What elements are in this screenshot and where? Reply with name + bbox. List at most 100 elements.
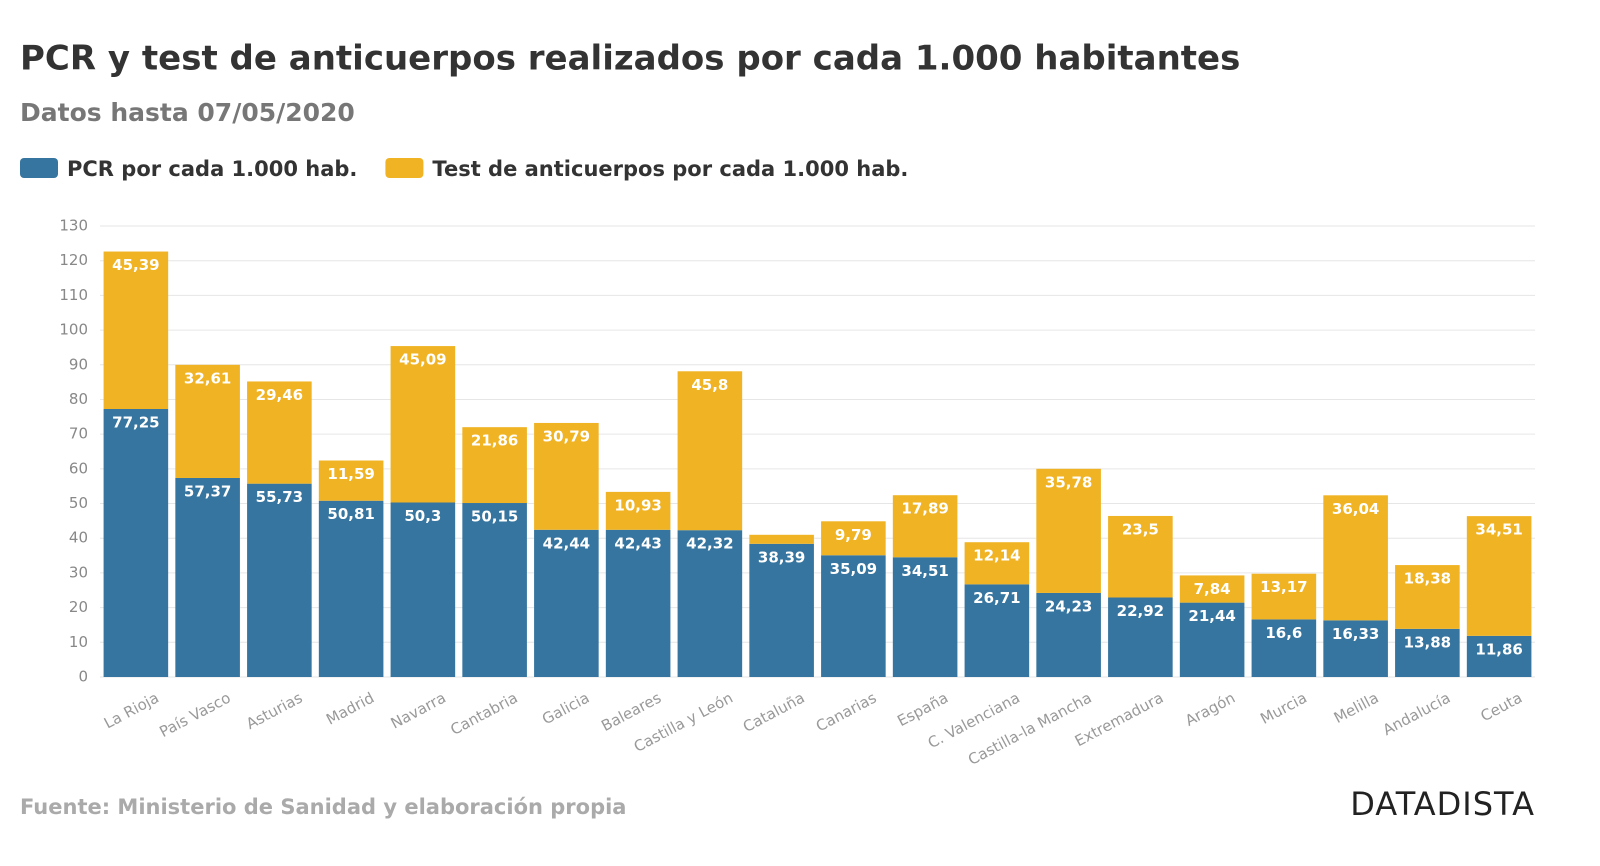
bar-segment [390, 346, 456, 503]
bar-segment [534, 529, 599, 677]
bar-segment [1179, 575, 1245, 603]
bar-segment [1466, 516, 1532, 636]
value-label: 34,51 [901, 562, 948, 580]
bar-segment [462, 503, 527, 677]
bar-segment [821, 521, 886, 556]
value-label: 55,73 [256, 488, 303, 506]
legend-label: PCR por cada 1.000 hab. [67, 157, 357, 181]
legend-swatch [20, 158, 58, 178]
bar-segment [605, 529, 671, 677]
y-tick-label: 50 [69, 494, 88, 512]
bar-segment [964, 584, 1030, 677]
value-label: 9,79 [835, 526, 872, 544]
bar-segment [247, 381, 312, 484]
bar-segment [1395, 628, 1460, 677]
value-label: 57,37 [184, 482, 231, 500]
value-label: 45,09 [399, 351, 446, 369]
value-label: 17,89 [901, 500, 948, 518]
bar-segment [964, 542, 1030, 585]
x-tick-label: Ceuta [1478, 689, 1526, 726]
bar-segment [749, 534, 814, 544]
value-label: 38,39 [758, 548, 805, 566]
bar-segment [534, 422, 599, 530]
bar-segment [1323, 620, 1388, 677]
value-label: 11,86 [1475, 640, 1522, 658]
value-label: 21,86 [471, 432, 518, 450]
x-tick-label: Murcia [1257, 689, 1310, 728]
value-label: 45,8 [691, 376, 728, 394]
y-tick-label: 40 [69, 529, 88, 547]
legend-label: Test de anticuerpos por cada 1.000 hab. [432, 157, 908, 181]
bar-segment [390, 502, 456, 677]
value-label: 18,38 [1404, 570, 1451, 588]
value-label: 50,3 [404, 507, 441, 525]
x-tick-label: Canarias [813, 689, 880, 736]
value-label: 30,79 [543, 427, 590, 445]
value-label: 50,15 [471, 508, 518, 526]
bar-segment [318, 500, 384, 677]
y-tick-label: 80 [69, 390, 88, 408]
bar-segment [462, 427, 527, 504]
value-label: 24,23 [1045, 597, 1092, 615]
x-tick-label: Navarra [388, 689, 449, 733]
y-tick-label: 60 [69, 459, 88, 477]
x-tick-label: Cantabria [447, 689, 520, 739]
bar-segment [247, 483, 312, 677]
bar-segment [892, 557, 958, 677]
bar-segment [1108, 515, 1173, 598]
value-label: 23,5 [1122, 520, 1159, 538]
value-label: 35,78 [1045, 473, 1092, 491]
x-tick-label: Cataluña [740, 689, 808, 736]
value-label: 11,59 [327, 465, 374, 483]
value-label: 26,71 [973, 589, 1020, 607]
value-label: 36,04 [1332, 500, 1379, 518]
value-label: 77,25 [112, 414, 159, 432]
bar-segment [1466, 635, 1532, 677]
y-tick-label: 70 [69, 425, 88, 443]
value-label: 29,46 [256, 386, 303, 404]
x-tick-label: Madrid [323, 689, 377, 729]
x-tick-label: La Rioja [101, 689, 162, 733]
value-label: 32,61 [184, 369, 231, 387]
bar-segment [821, 555, 886, 677]
bar-segment [1251, 619, 1317, 677]
value-label: 42,43 [614, 534, 661, 552]
value-label: 21,44 [1188, 607, 1235, 625]
bar-segment [103, 409, 169, 677]
brand: DATADISTA [1350, 785, 1535, 823]
y-tick-label: 0 [78, 668, 88, 686]
bar-segment [318, 460, 384, 501]
value-label: 50,81 [327, 505, 374, 523]
y-tick-label: 10 [69, 633, 88, 651]
bar-segment [1036, 592, 1101, 677]
y-tick-label: 120 [59, 251, 88, 269]
bar-segment [677, 530, 743, 677]
y-tick-label: 100 [59, 321, 88, 339]
y-tick-label: 110 [59, 286, 88, 304]
value-label: 42,32 [686, 535, 733, 553]
bar-segment [1251, 573, 1317, 620]
bar-segment [175, 477, 240, 677]
value-label: 45,39 [112, 256, 159, 274]
x-tick-label: Asturias [243, 689, 305, 734]
bar-segment [892, 495, 958, 558]
x-tick-label: Galicia [539, 689, 592, 729]
y-tick-label: 20 [69, 598, 88, 616]
y-tick-label: 130 [59, 217, 88, 235]
value-label: 13,17 [1260, 578, 1307, 596]
value-label: 7,84 [1194, 580, 1231, 598]
value-label: 35,09 [830, 560, 877, 578]
x-tick-label: Andalucía [1380, 689, 1454, 740]
bar-segment [749, 543, 814, 677]
value-label: 34,51 [1475, 521, 1522, 539]
source: Fuente: Ministerio de Sanidad y elaborac… [20, 795, 626, 819]
value-label: 16,6 [1265, 624, 1302, 642]
value-label: 12,14 [973, 547, 1020, 565]
value-label: 42,44 [543, 534, 590, 552]
x-tick-label: España [894, 689, 951, 731]
bar-segment [1108, 597, 1173, 677]
chart-subtitle: Datos hasta 07/05/2020 [20, 98, 355, 127]
x-tick-label: Melilla [1331, 689, 1382, 727]
y-tick-label: 30 [69, 563, 88, 581]
